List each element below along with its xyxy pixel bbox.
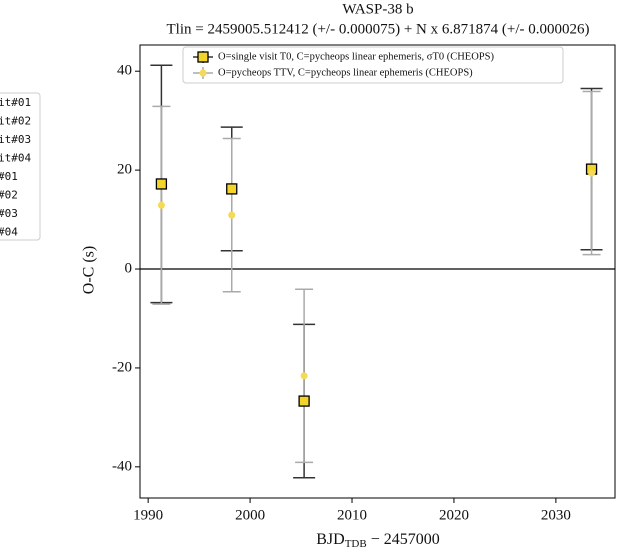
legend-label: O=pycheops TTV, C=pycheops linear epheme… [218, 67, 473, 78]
x-tick-label: 2030 [541, 507, 571, 523]
x-axis-label: BJDTDB − 2457000 [316, 531, 439, 550]
side-legend-label: #01 [0, 170, 18, 183]
side-legend-box [0, 92, 41, 241]
plot-frame [139, 44, 616, 499]
y-tick-label: 40 [117, 63, 132, 79]
side-legend-label: #03 [0, 207, 18, 220]
side-legend-label: it#01 [0, 96, 31, 109]
x-tick-label: 2010 [337, 507, 367, 523]
side-legend-label: it#04 [0, 152, 31, 165]
side-legend-label: it#02 [0, 115, 31, 128]
chart-title: WASP-38 b [342, 1, 413, 17]
y-tick-label: -20 [112, 359, 132, 375]
y-tick-label: -40 [112, 458, 132, 474]
chart-subtitle: Tlin = 2459005.512412 (+/- 0.000075) + N… [167, 21, 590, 37]
x-tick-label: 2020 [439, 507, 469, 523]
data-point [298, 395, 310, 407]
side-legend-label: #04 [0, 226, 18, 239]
side-legend-label: #02 [0, 189, 18, 202]
data-point [228, 211, 236, 219]
data-point [157, 201, 165, 209]
y-tick-label: 20 [117, 162, 132, 178]
x-label-sub: TDB [345, 538, 367, 550]
y-tick-label: 0 [125, 260, 133, 276]
legend-marker [197, 51, 209, 63]
data-point [155, 178, 168, 190]
x-tick-label: 2000 [235, 507, 265, 523]
y-axis-label: O-C (s) [81, 246, 98, 294]
legend-box [182, 46, 564, 84]
legend-marker [199, 69, 207, 77]
legend-label: O=single visit T0, C=pycheops linear eph… [218, 51, 494, 62]
x-label-part: BJD [316, 531, 344, 548]
data-point [226, 183, 238, 195]
data-point [588, 169, 596, 177]
data-point [300, 372, 308, 380]
side-legend-label: it#03 [0, 133, 31, 146]
x-tick-label: 1990 [133, 507, 163, 523]
x-label-part: − 2457000 [367, 531, 440, 548]
